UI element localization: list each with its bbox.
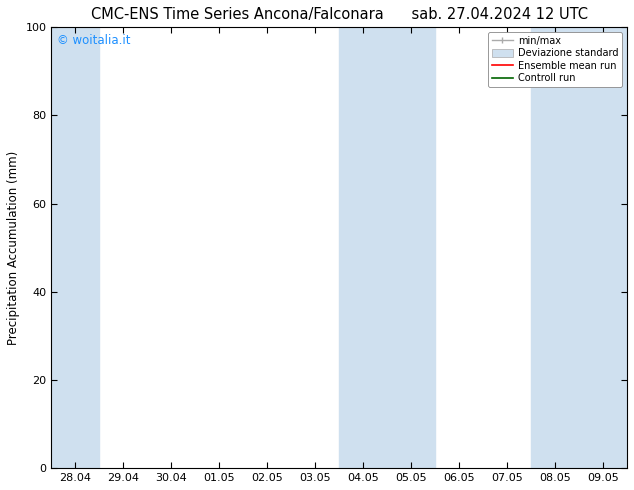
Bar <box>531 27 627 468</box>
Text: © woitalia.it: © woitalia.it <box>57 34 131 47</box>
Title: CMC-ENS Time Series Ancona/Falconara      sab. 27.04.2024 12 UTC: CMC-ENS Time Series Ancona/Falconara sab… <box>91 7 588 22</box>
Bar <box>339 27 435 468</box>
Legend: min/max, Deviazione standard, Ensemble mean run, Controll run: min/max, Deviazione standard, Ensemble m… <box>488 32 622 87</box>
Y-axis label: Precipitation Accumulation (mm): Precipitation Accumulation (mm) <box>7 150 20 345</box>
Bar <box>51 27 100 468</box>
